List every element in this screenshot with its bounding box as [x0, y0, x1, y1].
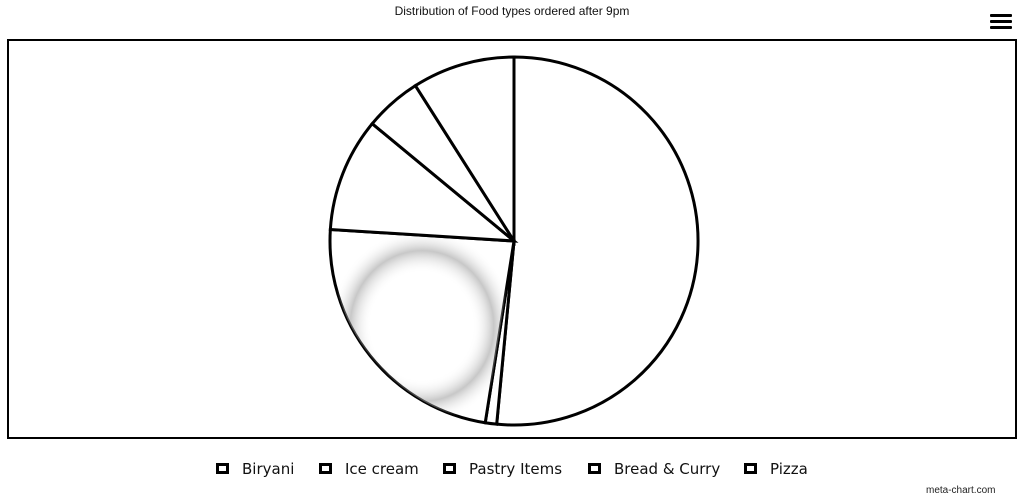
credit-link[interactable]: meta-chart.com — [926, 485, 996, 496]
legend-swatch-pizza — [744, 463, 757, 474]
pie-slice-bread-curry[interactable] — [328, 121, 519, 243]
legend-swatch-ice-cream — [319, 463, 332, 474]
pie-slice-shading — [329, 229, 514, 423]
pie-chart — [328, 55, 700, 427]
legend: Biryani Ice cream Pastry Items Bread & C… — [0, 460, 1024, 482]
pie-slice-biryani[interactable] — [495, 55, 700, 427]
legend-swatch-biryani — [216, 463, 229, 474]
legend-swatch-pastry-items — [443, 463, 456, 474]
legend-label-pastry-items: Pastry Items — [469, 460, 563, 478]
chart-title: Distribution of Food types ordered after… — [394, 4, 630, 18]
plot-area — [7, 39, 1017, 439]
hamburger-menu-icon[interactable] — [990, 12, 1012, 30]
pie-slice-other[interactable] — [413, 55, 516, 247]
legend-label-biryani: Biryani — [242, 460, 295, 478]
legend-label-bread-curry: Bread & Curry — [614, 460, 721, 478]
legend-swatch-bread-curry — [588, 463, 601, 474]
legend-label-ice-cream: Ice cream — [345, 460, 419, 478]
legend-label-pizza: Pizza — [770, 460, 808, 478]
